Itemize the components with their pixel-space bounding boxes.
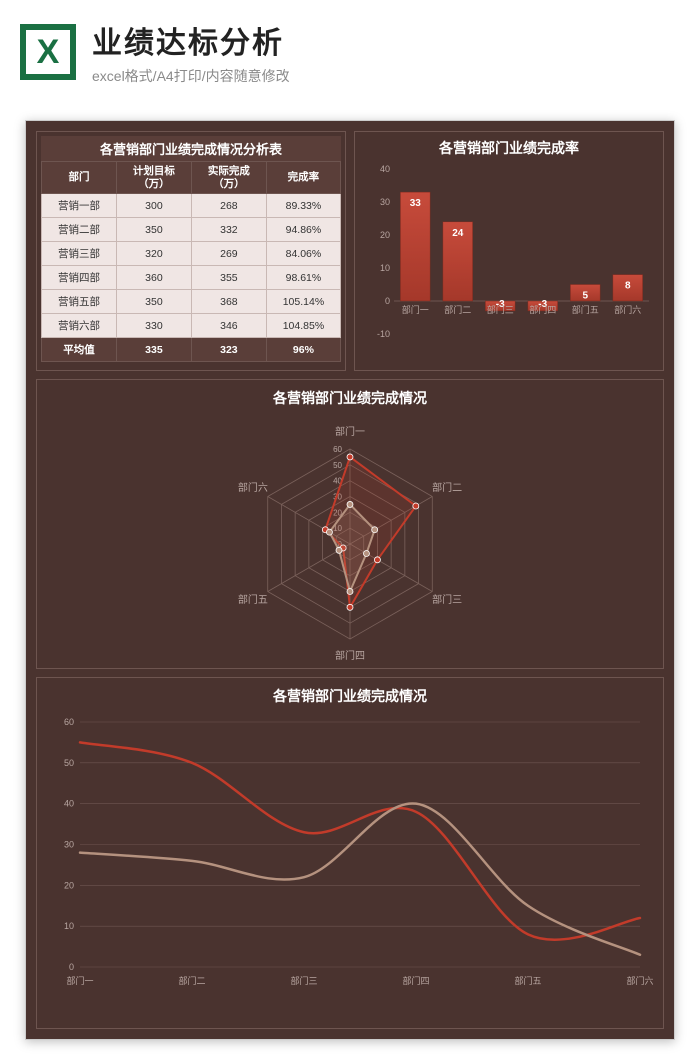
line-chart-title: 各营销部门业绩完成情况 <box>45 686 655 706</box>
table-header-cell: 部门 <box>42 162 117 194</box>
table-row: 营销二部35033294.86% <box>42 218 341 242</box>
svg-text:部门三: 部门三 <box>487 304 514 315</box>
svg-text:部门六: 部门六 <box>626 975 653 986</box>
svg-text:24: 24 <box>452 228 464 239</box>
table-cell: 营销三部 <box>42 242 117 266</box>
radar-chart: 部门一部门二部门三部门四部门五部门六6050403020100 <box>140 414 560 664</box>
svg-text:部门一: 部门一 <box>402 304 429 315</box>
table-cell: 89.33% <box>266 194 340 218</box>
table-cell: 94.86% <box>266 218 340 242</box>
table-cell: 368 <box>191 290 266 314</box>
svg-text:部门二: 部门二 <box>444 304 471 315</box>
bar-chart-panel: 各营销部门业绩完成率 -1001020304033部门一24部门二-3部门三-3… <box>354 131 664 371</box>
table-cell: 98.61% <box>266 266 340 290</box>
table-cell: 营销六部 <box>42 314 117 338</box>
table-cell: 营销二部 <box>42 218 117 242</box>
svg-text:部门一: 部门一 <box>335 425 365 438</box>
table-title: 各营销部门业绩完成情况分析表 <box>41 136 341 161</box>
bar-chart: -1001020304033部门一24部门二-3部门三-3部门四5部门五8部门六 <box>361 164 657 354</box>
svg-text:33: 33 <box>410 198 422 209</box>
data-table-panel: 各营销部门业绩完成情况分析表 部门计划目标（万）实际完成（万）完成率 营销一部3… <box>36 131 346 371</box>
header-title: 业绩达标分析 <box>92 18 680 62</box>
table-avg-row: 平均值33532396% <box>42 338 341 362</box>
table-cell: 269 <box>191 242 266 266</box>
svg-text:部门四: 部门四 <box>402 975 429 986</box>
table-cell: 350 <box>116 290 191 314</box>
radar-chart-title: 各营销部门业绩完成情况 <box>45 388 655 408</box>
table-cell: 346 <box>191 314 266 338</box>
svg-text:30: 30 <box>64 840 74 850</box>
table-row: 营销四部36035598.61% <box>42 266 341 290</box>
header-text-block: 业绩达标分析 excel格式/A4打印/内容随意修改 <box>92 18 680 86</box>
line-chart: 0 10 20 30 40 50 60 部门一 部门二 部门三 部门四 部门五 部门六 <box>45 712 655 992</box>
table-cell: 332 <box>191 218 266 242</box>
bar-chart-title: 各营销部门业绩完成率 <box>361 138 657 158</box>
table-cell: 335 <box>116 338 191 362</box>
table-header-cell: 完成率 <box>266 162 340 194</box>
table-cell: 84.06% <box>266 242 340 266</box>
data-table: 部门计划目标（万）实际完成（万）完成率 营销一部30026889.33%营销二部… <box>41 161 341 362</box>
table-cell: 360 <box>116 266 191 290</box>
top-row: 各营销部门业绩完成情况分析表 部门计划目标（万）实际完成（万）完成率 营销一部3… <box>36 131 664 371</box>
svg-text:30: 30 <box>380 197 390 207</box>
svg-text:部门五: 部门五 <box>514 975 541 986</box>
svg-text:40: 40 <box>380 164 390 174</box>
svg-text:20: 20 <box>380 230 390 240</box>
svg-text:部门六: 部门六 <box>238 481 268 494</box>
table-row: 营销一部30026889.33% <box>42 194 341 218</box>
svg-text:部门四: 部门四 <box>529 304 556 315</box>
page-header: X 业绩达标分析 excel格式/A4打印/内容随意修改 <box>0 0 700 100</box>
table-cell: 355 <box>191 266 266 290</box>
svg-text:50: 50 <box>333 461 342 470</box>
table-header-cell: 计划目标（万） <box>116 162 191 194</box>
table-row: 营销五部350368105.14% <box>42 290 341 314</box>
table-cell: 104.85% <box>266 314 340 338</box>
svg-text:部门五: 部门五 <box>238 593 268 606</box>
table-cell: 300 <box>116 194 191 218</box>
header-subtitle: excel格式/A4打印/内容随意修改 <box>92 66 680 86</box>
svg-text:8: 8 <box>625 281 631 292</box>
table-cell: 营销五部 <box>42 290 117 314</box>
svg-text:60: 60 <box>64 717 74 727</box>
table-cell: 营销一部 <box>42 194 117 218</box>
svg-text:部门一: 部门一 <box>66 975 93 986</box>
excel-icon-letter: X <box>20 24 76 80</box>
svg-text:部门三: 部门三 <box>432 593 462 606</box>
excel-icon: X <box>20 24 76 80</box>
svg-text:部门五: 部门五 <box>572 304 599 315</box>
svg-text:10: 10 <box>64 921 74 931</box>
table-cell: 268 <box>191 194 266 218</box>
table-cell: 323 <box>191 338 266 362</box>
table-cell: 96% <box>266 338 340 362</box>
svg-text:部门三: 部门三 <box>290 975 317 986</box>
svg-text:10: 10 <box>380 263 390 273</box>
svg-text:5: 5 <box>582 291 588 302</box>
line-chart-panel: 各营销部门业绩完成情况 0 10 20 30 40 50 60 部门一 部门二 部门三 部门四 部门五… <box>36 677 664 1029</box>
radar-chart-panel: 各营销部门业绩完成情况 部门一部门二部门三部门四部门五部门六6050403020… <box>36 379 664 669</box>
table-row: 营销六部330346104.85% <box>42 314 341 338</box>
svg-text:-10: -10 <box>377 329 390 339</box>
table-cell: 330 <box>116 314 191 338</box>
svg-text:50: 50 <box>64 758 74 768</box>
svg-text:部门六: 部门六 <box>614 304 641 315</box>
table-cell: 平均值 <box>42 338 117 362</box>
table-cell: 105.14% <box>266 290 340 314</box>
svg-text:部门二: 部门二 <box>432 481 462 494</box>
svg-text:部门二: 部门二 <box>178 975 205 986</box>
svg-text:0: 0 <box>69 962 74 972</box>
svg-text:20: 20 <box>64 880 74 890</box>
table-row: 营销三部32026984.06% <box>42 242 341 266</box>
spreadsheet-canvas: 各营销部门业绩完成情况分析表 部门计划目标（万）实际完成（万）完成率 营销一部3… <box>25 120 675 1040</box>
svg-text:0: 0 <box>385 296 390 306</box>
table-header-cell: 实际完成（万） <box>191 162 266 194</box>
svg-text:60: 60 <box>333 445 342 454</box>
sheet-holder: 各营销部门业绩完成情况分析表 部门计划目标（万）实际完成（万）完成率 营销一部3… <box>0 100 700 1060</box>
svg-text:部门四: 部门四 <box>335 649 365 662</box>
table-cell: 320 <box>116 242 191 266</box>
svg-text:40: 40 <box>64 799 74 809</box>
table-cell: 350 <box>116 218 191 242</box>
table-cell: 营销四部 <box>42 266 117 290</box>
